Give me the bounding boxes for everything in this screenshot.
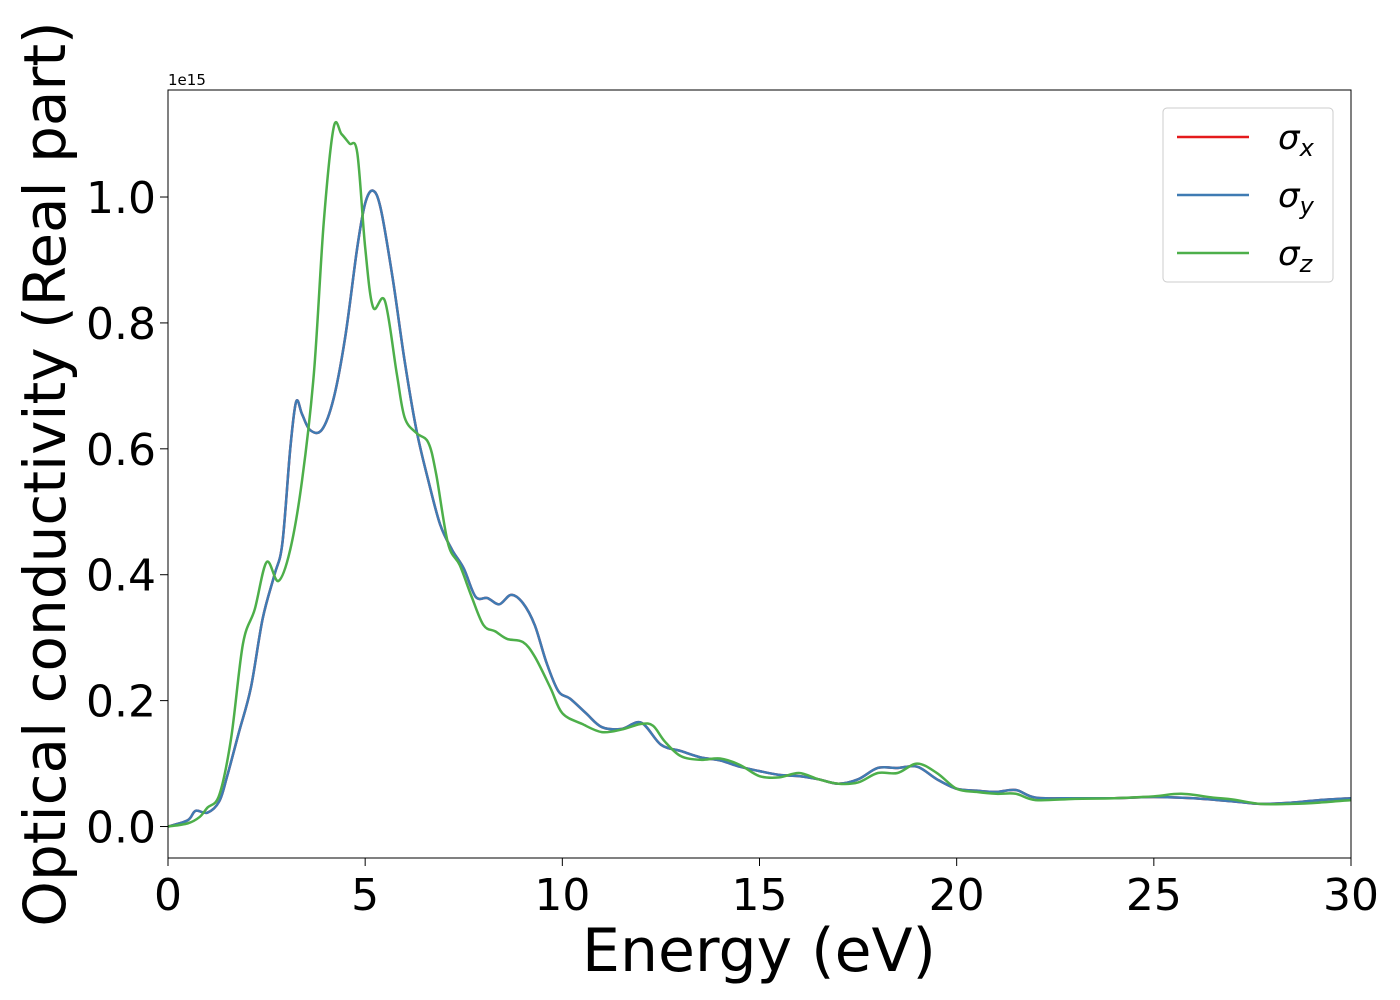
y-tick-label: 0.0: [86, 803, 156, 854]
series-line-z: [168, 120, 1351, 828]
y-tick-label: 0.2: [86, 677, 156, 728]
x-tick-label: 0: [154, 870, 182, 921]
series-layer: [168, 120, 1351, 828]
y-axis: 0.0 0.2 0.4 0.6 0.8 1.0: [86, 173, 168, 854]
y-tick-label: 1.0: [86, 173, 156, 224]
x-axis-label: Energy (eV): [582, 916, 936, 986]
x-tick-label: 25: [1126, 870, 1182, 921]
x-tick-label: 10: [534, 870, 590, 921]
x-axis: 0 5 10 15 20 25 30: [154, 858, 1379, 921]
plot-area: [167, 89, 1352, 859]
series-line-y: [168, 189, 1351, 828]
y-axis-label: Optical conductivity (Real part): [11, 21, 79, 926]
y-tick-label: 0.8: [86, 299, 156, 350]
x-tick-label: 20: [929, 870, 985, 921]
x-tick-label: 5: [351, 870, 379, 921]
legend-label-y: σy: [1278, 176, 1315, 220]
legend: σx σy σz: [1162, 107, 1334, 283]
x-tick-label: 15: [732, 870, 788, 921]
y-tick-label: 0.6: [86, 425, 156, 476]
y-tick-label: 0.4: [86, 551, 156, 602]
legend-label-z: σz: [1278, 234, 1314, 278]
x-tick-label: 30: [1323, 870, 1379, 921]
legend-label-x: σx: [1278, 118, 1315, 162]
y-offset-label: 1e15: [168, 71, 206, 89]
